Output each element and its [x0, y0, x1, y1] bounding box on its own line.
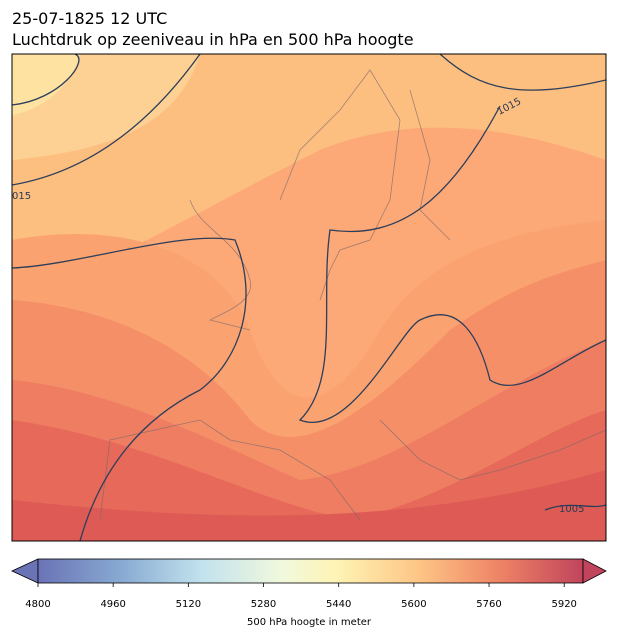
colorbar-extend-max — [582, 558, 607, 584]
chart-title: Luchtdruk op zeeniveau in hPa en 500 hPa… — [12, 30, 414, 49]
map-frame — [11, 53, 607, 542]
colorbar-tick-label: 5920 — [551, 599, 576, 610]
colorbar-tick-label: 5280 — [251, 599, 276, 610]
contour-label: 015 — [12, 191, 31, 202]
colorbar-bar — [37, 558, 584, 584]
coastlines — [99, 69, 606, 521]
band — [12, 54, 80, 115]
colorbar-tick-label: 5600 — [401, 599, 426, 610]
date-title: 25-07-1825 12 UTC — [12, 9, 167, 28]
map: 1015 015 1005 — [12, 54, 606, 541]
colorbar — [11, 558, 607, 584]
colorbar-extend-min — [11, 558, 39, 584]
colorbar-tick-label: 4800 — [25, 599, 50, 610]
colorbar-tick-label: 5440 — [326, 599, 351, 610]
isobars — [12, 54, 606, 541]
colorbar-tick-label: 5120 — [176, 599, 201, 610]
colorbar-tick-label: 5760 — [476, 599, 501, 610]
contour-label: 1005 — [559, 504, 584, 515]
colorbar-tick-label: 4960 — [100, 599, 125, 610]
band — [12, 470, 606, 541]
colorbar-label: 500 hPa hoogte in meter — [247, 617, 372, 628]
